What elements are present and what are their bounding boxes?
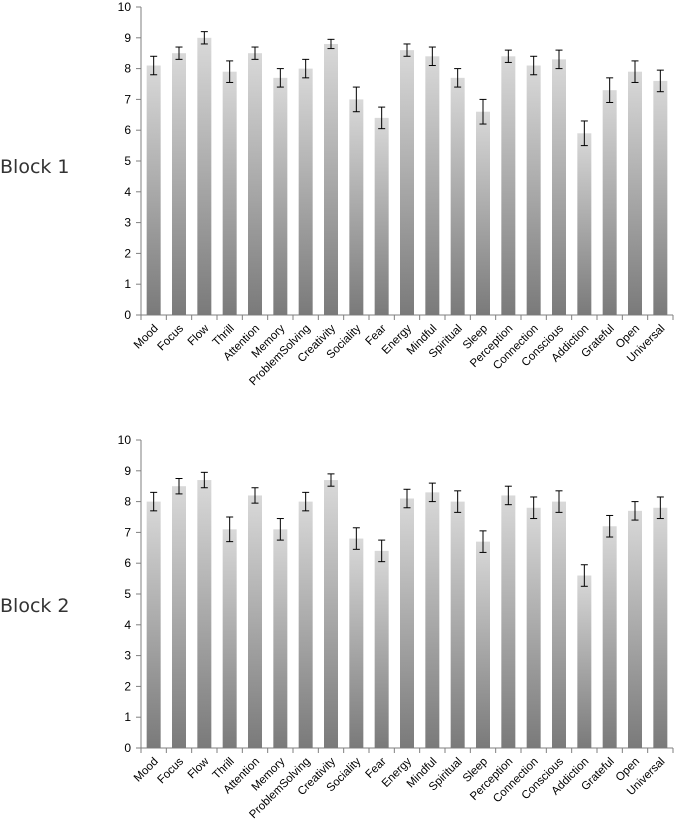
bar-flow — [197, 480, 212, 748]
y-tick-label: 7 — [124, 92, 131, 106]
y-tick-label: 7 — [124, 525, 131, 539]
bar-thrill — [222, 529, 237, 748]
x-category-label: Focus — [155, 322, 186, 353]
bar-sociality — [349, 538, 364, 748]
y-tick-label: 6 — [124, 123, 131, 137]
y-tick-label: 2 — [124, 679, 131, 693]
x-category-label: Flow — [186, 322, 212, 348]
y-tick-label: 0 — [124, 741, 131, 755]
x-category-label: Flow — [186, 755, 212, 781]
y-tick-label: 3 — [124, 216, 131, 230]
bar-open — [628, 71, 642, 316]
bar-energy — [400, 498, 414, 748]
bar-grateful — [602, 526, 617, 748]
y-tick-label: 9 — [124, 464, 131, 478]
y-tick-label: 6 — [124, 556, 131, 570]
bar-fear — [374, 550, 389, 748]
bar-connection — [526, 507, 541, 748]
y-tick-label: 1 — [124, 277, 131, 291]
bar-problemsolving — [298, 501, 313, 748]
bar-mood — [146, 65, 161, 316]
bar-spiritual — [450, 501, 465, 748]
bar-memory — [273, 77, 288, 315]
bar-focus — [172, 53, 186, 315]
y-tick-label: 4 — [124, 618, 131, 632]
bar-open — [628, 510, 642, 748]
bar-thrill — [222, 71, 237, 316]
bar-spiritual — [450, 77, 465, 315]
bar-mindful — [425, 492, 440, 748]
bar-addiction — [577, 575, 592, 748]
bar-attention — [248, 495, 262, 748]
y-tick-label: 5 — [124, 587, 131, 601]
y-tick-label: 2 — [124, 246, 131, 260]
bar-connection — [526, 65, 541, 316]
x-category-label: Focus — [155, 755, 186, 786]
bar-conscious — [552, 59, 566, 315]
bar-addiction — [577, 133, 592, 315]
bar-sociality — [349, 99, 364, 316]
bar-memory — [273, 529, 288, 748]
y-tick-label: 9 — [124, 31, 131, 45]
bar-perception — [501, 495, 516, 748]
y-tick-label: 4 — [124, 185, 131, 199]
block-1-label: Block 1 — [0, 156, 70, 178]
bar-problemsolving — [298, 68, 313, 315]
bar-focus — [172, 486, 186, 748]
y-tick-label: 10 — [118, 0, 132, 14]
bar-sleep — [476, 541, 490, 748]
bar-flow — [197, 37, 212, 316]
y-tick-label: 10 — [118, 433, 132, 447]
bar-attention — [248, 53, 262, 315]
bar-mood — [146, 501, 161, 748]
y-tick-label: 8 — [124, 62, 131, 76]
y-tick-label: 3 — [124, 649, 131, 663]
bar-mindful — [425, 56, 440, 315]
y-tick-label: 5 — [124, 154, 131, 168]
bar-universal — [653, 80, 668, 315]
bar-conscious — [552, 501, 566, 748]
bar-energy — [400, 50, 414, 316]
y-tick-label: 8 — [124, 495, 131, 509]
y-tick-label: 0 — [124, 308, 131, 322]
y-tick-label: 1 — [124, 710, 131, 724]
bar-perception — [501, 56, 516, 315]
bar-grateful — [602, 90, 617, 315]
bar-creativity — [324, 43, 338, 316]
bar-universal — [653, 507, 668, 748]
bar-creativity — [324, 480, 338, 748]
bar-fear — [374, 117, 389, 315]
block-2-label: Block 2 — [0, 595, 70, 617]
bar-sleep — [476, 111, 490, 315]
